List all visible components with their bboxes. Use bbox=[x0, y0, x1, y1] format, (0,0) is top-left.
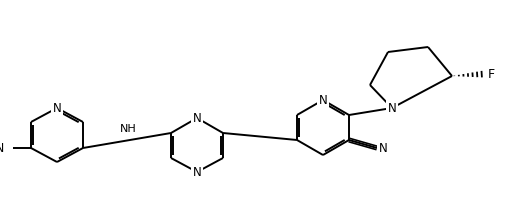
Text: N: N bbox=[388, 102, 396, 114]
Text: N: N bbox=[319, 93, 327, 106]
Text: NH: NH bbox=[120, 124, 136, 134]
Text: N: N bbox=[193, 112, 201, 124]
Text: N: N bbox=[379, 142, 388, 154]
Text: N: N bbox=[193, 165, 201, 178]
Text: N: N bbox=[52, 102, 61, 114]
Text: F: F bbox=[487, 68, 494, 81]
Text: H₂N: H₂N bbox=[0, 142, 5, 154]
